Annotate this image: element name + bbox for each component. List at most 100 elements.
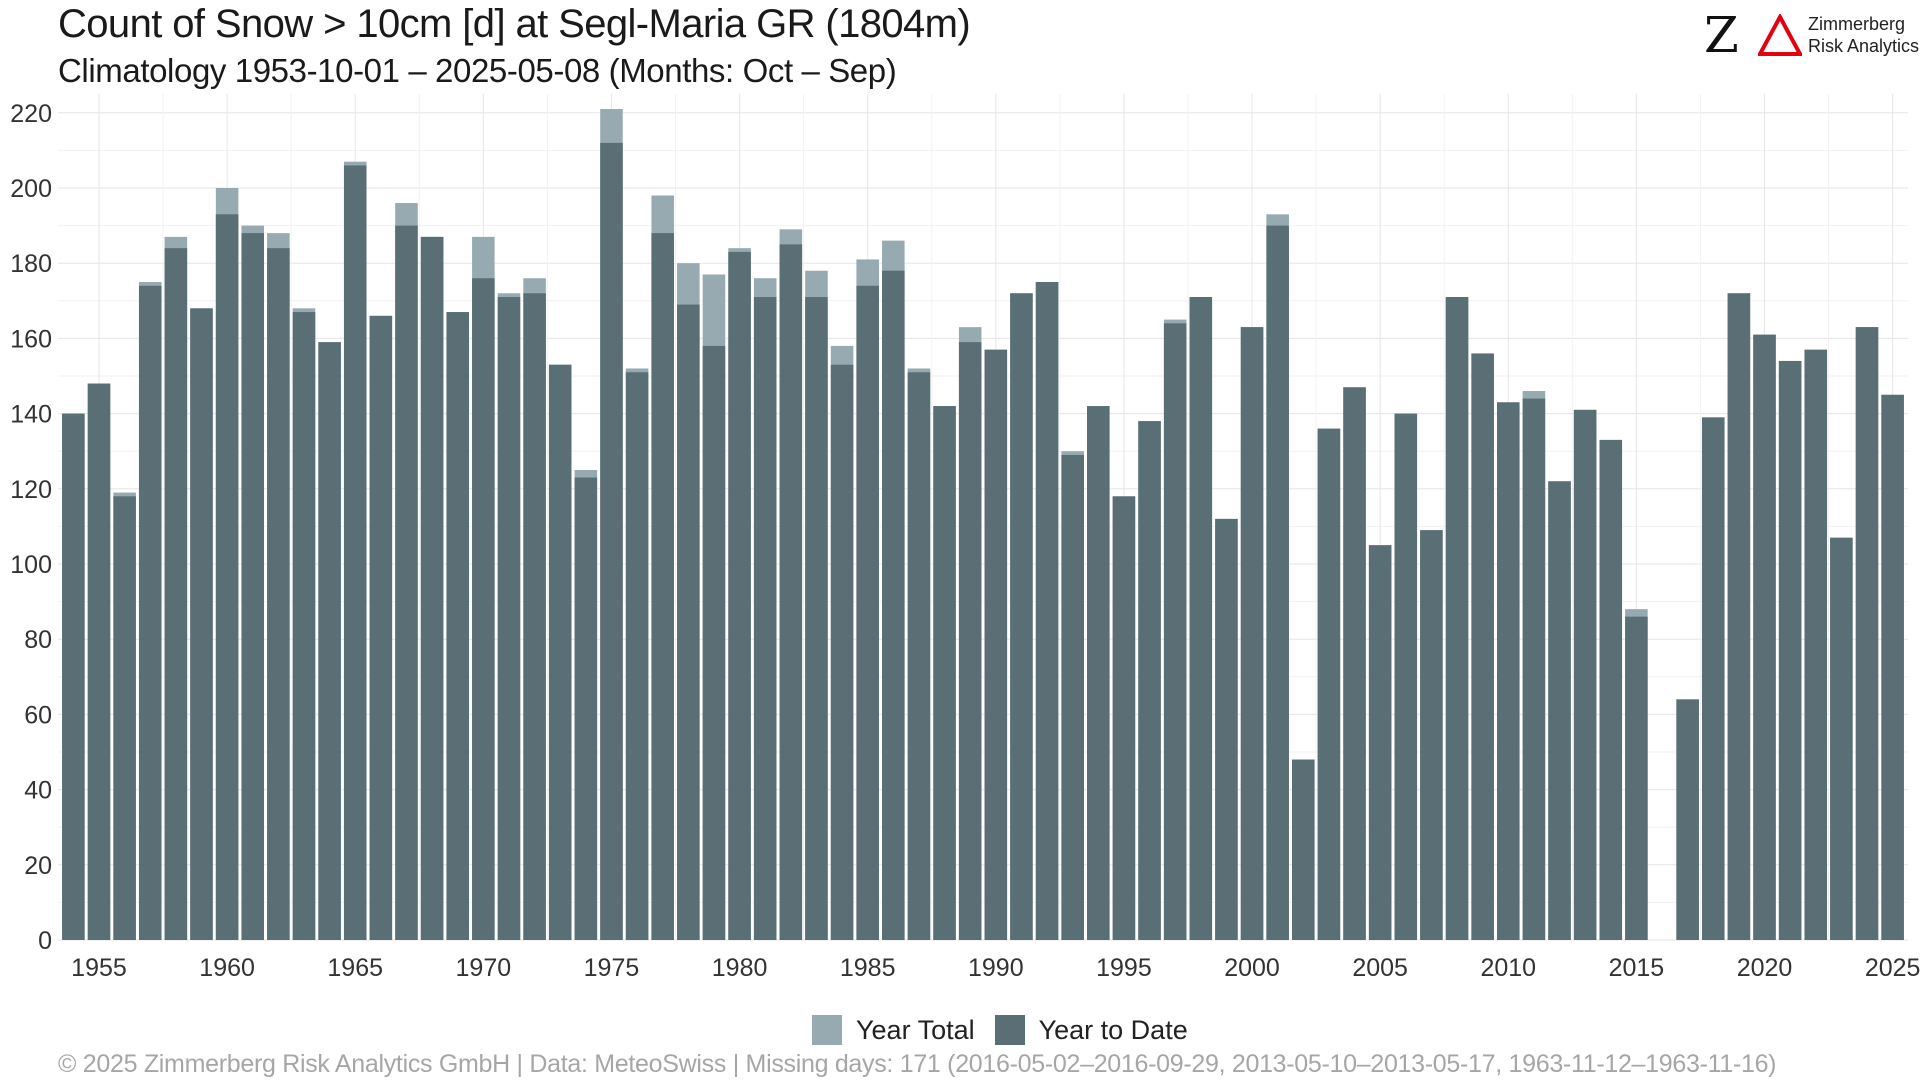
bar-year-to-date-1979	[702, 345, 726, 940]
y-axis-tick-labels: 0 20 40 60 80 100 120 140 160 180 200 220	[10, 100, 52, 955]
bar-year-to-date-1962	[267, 248, 290, 940]
y-tick-label: 100	[10, 551, 52, 579]
bar-year-to-date-1987	[907, 372, 931, 940]
bar-year-to-date-2004	[1343, 387, 1366, 940]
bar-year-to-date-1960	[215, 214, 239, 940]
y-tick-label: 200	[10, 175, 52, 203]
bar-year-to-date-1967	[395, 225, 418, 941]
bar-year-to-date-1955	[87, 383, 111, 940]
legend-swatch-year-total	[812, 1015, 842, 1045]
bar-year-to-date-1957	[138, 285, 162, 940]
bar-year-to-date-1980	[728, 251, 751, 941]
bar-year-to-date-1968	[420, 236, 444, 940]
bar-year-to-date-1992	[1035, 282, 1059, 940]
x-axis-tick-labels: 1955 1960 1965 1970 1975 1980 1985 1990 1995 2000…	[71, 954, 1920, 982]
x-tick-label: 1955	[71, 954, 127, 982]
x-tick-label: 1975	[584, 954, 640, 982]
bar-year-to-date-2002	[1292, 759, 1315, 940]
legend-swatch-year-to-date	[994, 1015, 1025, 1045]
bar-year-to-date-1974	[574, 477, 598, 940]
x-tick-label: 1970	[456, 954, 512, 982]
bar-year-to-date-2019	[1727, 293, 1751, 940]
bar-year-to-date-1976	[625, 372, 649, 940]
y-tick-label: 160	[10, 325, 52, 353]
bar-year-to-date-1981	[753, 297, 777, 940]
bar-year-to-date-2017	[1676, 699, 1699, 940]
bar-year-to-date-1961	[241, 233, 265, 940]
bar-year-to-date-1973	[548, 364, 572, 941]
bar-year-to-date-1999	[1215, 518, 1238, 940]
y-tick-label: 140	[10, 401, 52, 429]
x-tick-label: 2000	[1224, 954, 1280, 982]
x-tick-label: 2020	[1737, 954, 1793, 982]
bar-year-to-date-1958	[164, 248, 188, 940]
bar-year-to-date-1978	[677, 304, 700, 940]
legend-label-year-to-date: Year to Date	[1038, 1014, 1188, 1045]
bar-year-to-date-2005	[1368, 545, 1392, 940]
bar-year-to-date-1971	[497, 297, 521, 940]
bar-year-to-date-1983	[805, 297, 828, 940]
x-tick-label: 2015	[1609, 954, 1665, 982]
y-tick-label: 0	[38, 927, 52, 955]
bar-year-to-date-1995	[1112, 496, 1136, 940]
y-tick-label: 20	[24, 852, 52, 880]
footer-credits: © 2025 Zimmerberg Risk Analytics GmbH | …	[58, 1050, 1777, 1078]
bar-year-to-date-1996	[1138, 421, 1161, 940]
company-logo: Z Zimmerberg Risk Analytics	[1704, 6, 1919, 64]
x-tick-label: 1960	[199, 954, 255, 982]
x-tick-label: 1980	[712, 954, 768, 982]
bar-year-to-date-2010	[1497, 402, 1520, 940]
year-to-date-bars	[62, 142, 1904, 941]
bar-year-to-date-2008	[1445, 297, 1469, 940]
bar-year-to-date-2023	[1830, 537, 1853, 940]
y-tick-label: 60	[24, 701, 52, 729]
bar-year-to-date-2011	[1522, 398, 1546, 940]
bar-year-to-date-2003	[1317, 428, 1341, 940]
bar-year-to-date-1988	[933, 406, 956, 941]
logo-line-1: Zimmerberg	[1808, 14, 1906, 34]
bar-year-to-date-2013	[1573, 409, 1597, 941]
bar-year-to-date-1977	[651, 233, 674, 940]
delta-triangle-icon	[1758, 14, 1802, 56]
bar-year-to-date-1982	[779, 244, 803, 940]
bar-year-to-date-1994	[1087, 406, 1110, 941]
bar-year-to-date-1990	[984, 349, 1008, 940]
bar-year-to-date-1991	[1010, 293, 1033, 940]
legend-item-year-total: Year Total	[812, 1015, 975, 1046]
bar-year-to-date-1963	[292, 312, 316, 941]
bar-year-to-date-2012	[1548, 481, 1571, 940]
y-tick-label: 220	[10, 100, 52, 128]
bar-year-to-date-2007	[1420, 530, 1443, 940]
legend: Year Total Year to Date	[812, 1014, 1208, 1046]
bar-year-to-date-2018	[1701, 417, 1725, 940]
bar-year-to-date-2020	[1753, 334, 1776, 940]
x-tick-label: 1985	[840, 954, 896, 982]
y-tick-label: 40	[24, 777, 52, 805]
x-tick-label: 1990	[968, 954, 1024, 982]
y-tick-label: 120	[10, 476, 52, 504]
x-tick-label: 1995	[1096, 954, 1152, 982]
bar-year-to-date-1970	[472, 278, 495, 940]
logo-mark: Z	[1704, 6, 1739, 64]
bar-year-to-date-1954	[62, 413, 85, 941]
bar-year-to-date-1972	[523, 293, 546, 940]
bar-year-to-date-2025	[1881, 394, 1904, 940]
x-tick-label: 2025	[1865, 954, 1920, 982]
bar-year-to-date-2001	[1266, 225, 1289, 941]
bar-year-to-date-1965	[343, 165, 367, 940]
bar-year-to-date-2024	[1855, 327, 1879, 940]
x-tick-label: 2005	[1352, 954, 1408, 982]
bar-year-to-date-1997	[1163, 323, 1187, 940]
bar-year-to-date-1998	[1189, 297, 1213, 940]
bar-year-to-date-2006	[1394, 413, 1418, 941]
bar-year-to-date-2014	[1599, 439, 1623, 940]
bar-year-to-date-1989	[958, 342, 982, 940]
x-tick-label: 1965	[327, 954, 383, 982]
bar-year-to-date-2000	[1240, 327, 1264, 940]
chart-title: Count of Snow > 10cm [d] at Segl-Maria G…	[58, 2, 971, 46]
legend-label-year-total: Year Total	[856, 1014, 975, 1045]
bar-year-to-date-1959	[190, 308, 213, 940]
y-tick-label: 80	[24, 626, 52, 654]
x-tick-label: 2010	[1480, 954, 1536, 982]
